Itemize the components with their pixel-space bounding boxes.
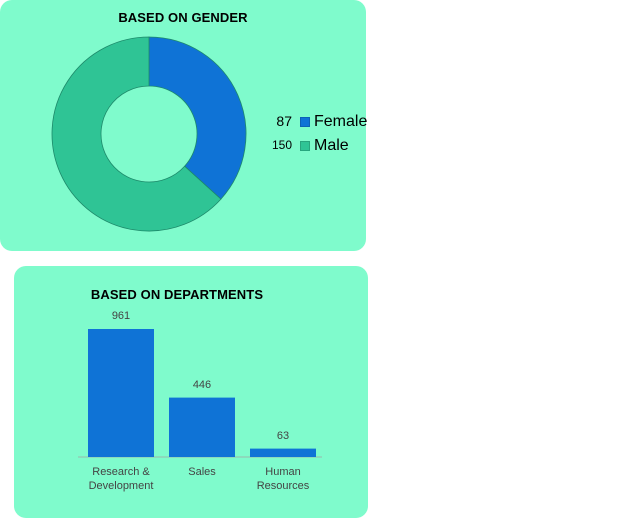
gender-chart-title: BASED ON GENDER: [118, 10, 248, 25]
department-chart-panel: BASED ON DEPARTMENTS 961 Research & Develo…: [14, 266, 368, 518]
female-swatch: [300, 117, 310, 127]
gender-chart-panel: BASED ON GENDER 87 Female 150 Male: [0, 0, 367, 251]
male-value-label: 150: [271, 138, 292, 152]
department-bar-chart: [78, 329, 322, 458]
male-swatch: [300, 141, 310, 151]
bar-value-label-0: 961: [111, 310, 131, 322]
x-tick-label-0: Research & Development: [88, 466, 154, 492]
bar-value-label-2: 63: [276, 429, 290, 442]
bar-2: [250, 448, 316, 457]
legend-entry-male: Male: [300, 137, 349, 155]
donut-slice-male: [51, 36, 222, 232]
female-value-label: 87: [276, 113, 292, 129]
legend-label-male: Male: [314, 137, 349, 154]
x-tick-label-2: Human Resources: [256, 466, 310, 492]
x-tick-label-1: Sales: [188, 466, 216, 478]
bar-1: [169, 397, 235, 457]
bar-value-label-1: 446: [192, 378, 212, 391]
legend-entry-female: Female: [300, 113, 367, 131]
gender-donut-chart: [51, 36, 247, 232]
donut-slice-female: [148, 36, 247, 200]
legend-label-female: Female: [314, 113, 368, 130]
bar-0: [88, 329, 154, 457]
department-chart-title: BASED ON DEPARTMENTS: [90, 287, 264, 302]
